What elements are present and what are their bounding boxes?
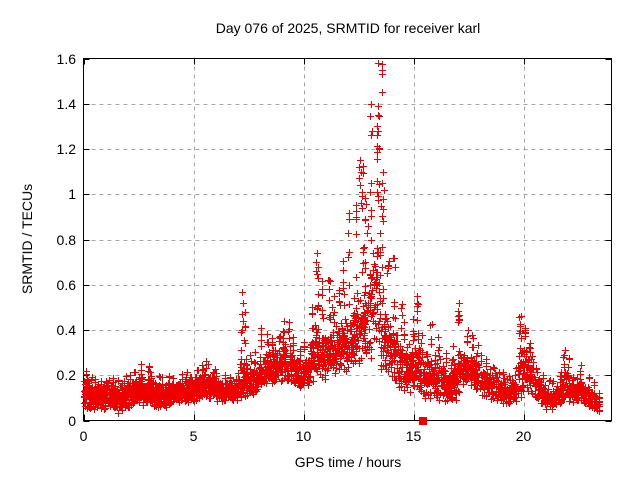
y-tick-label: 0.2 <box>56 367 76 384</box>
y-tick-label: 1 <box>68 186 76 203</box>
x-axis-label: GPS time / hours <box>294 454 402 470</box>
y-tick-label: 0.4 <box>56 322 76 338</box>
x-tick-label: 15 <box>405 428 422 444</box>
x-tick-label: 10 <box>295 428 312 444</box>
x-tick-label: 5 <box>189 428 198 444</box>
y-tick-label: 1.2 <box>56 141 76 157</box>
y-tick-label: 1.6 <box>56 50 76 67</box>
y-tick-label: 1.4 <box>56 95 76 112</box>
y-tick-label: 0 <box>68 412 76 429</box>
y-tick-label: 0.8 <box>56 231 76 248</box>
chart-title: Day 076 of 2025, SRMTID for receiver kar… <box>215 20 481 36</box>
x-tick-label: 0 <box>79 428 88 444</box>
y-tick-label: 0.6 <box>56 276 76 293</box>
x-tick-label: 20 <box>515 428 532 444</box>
